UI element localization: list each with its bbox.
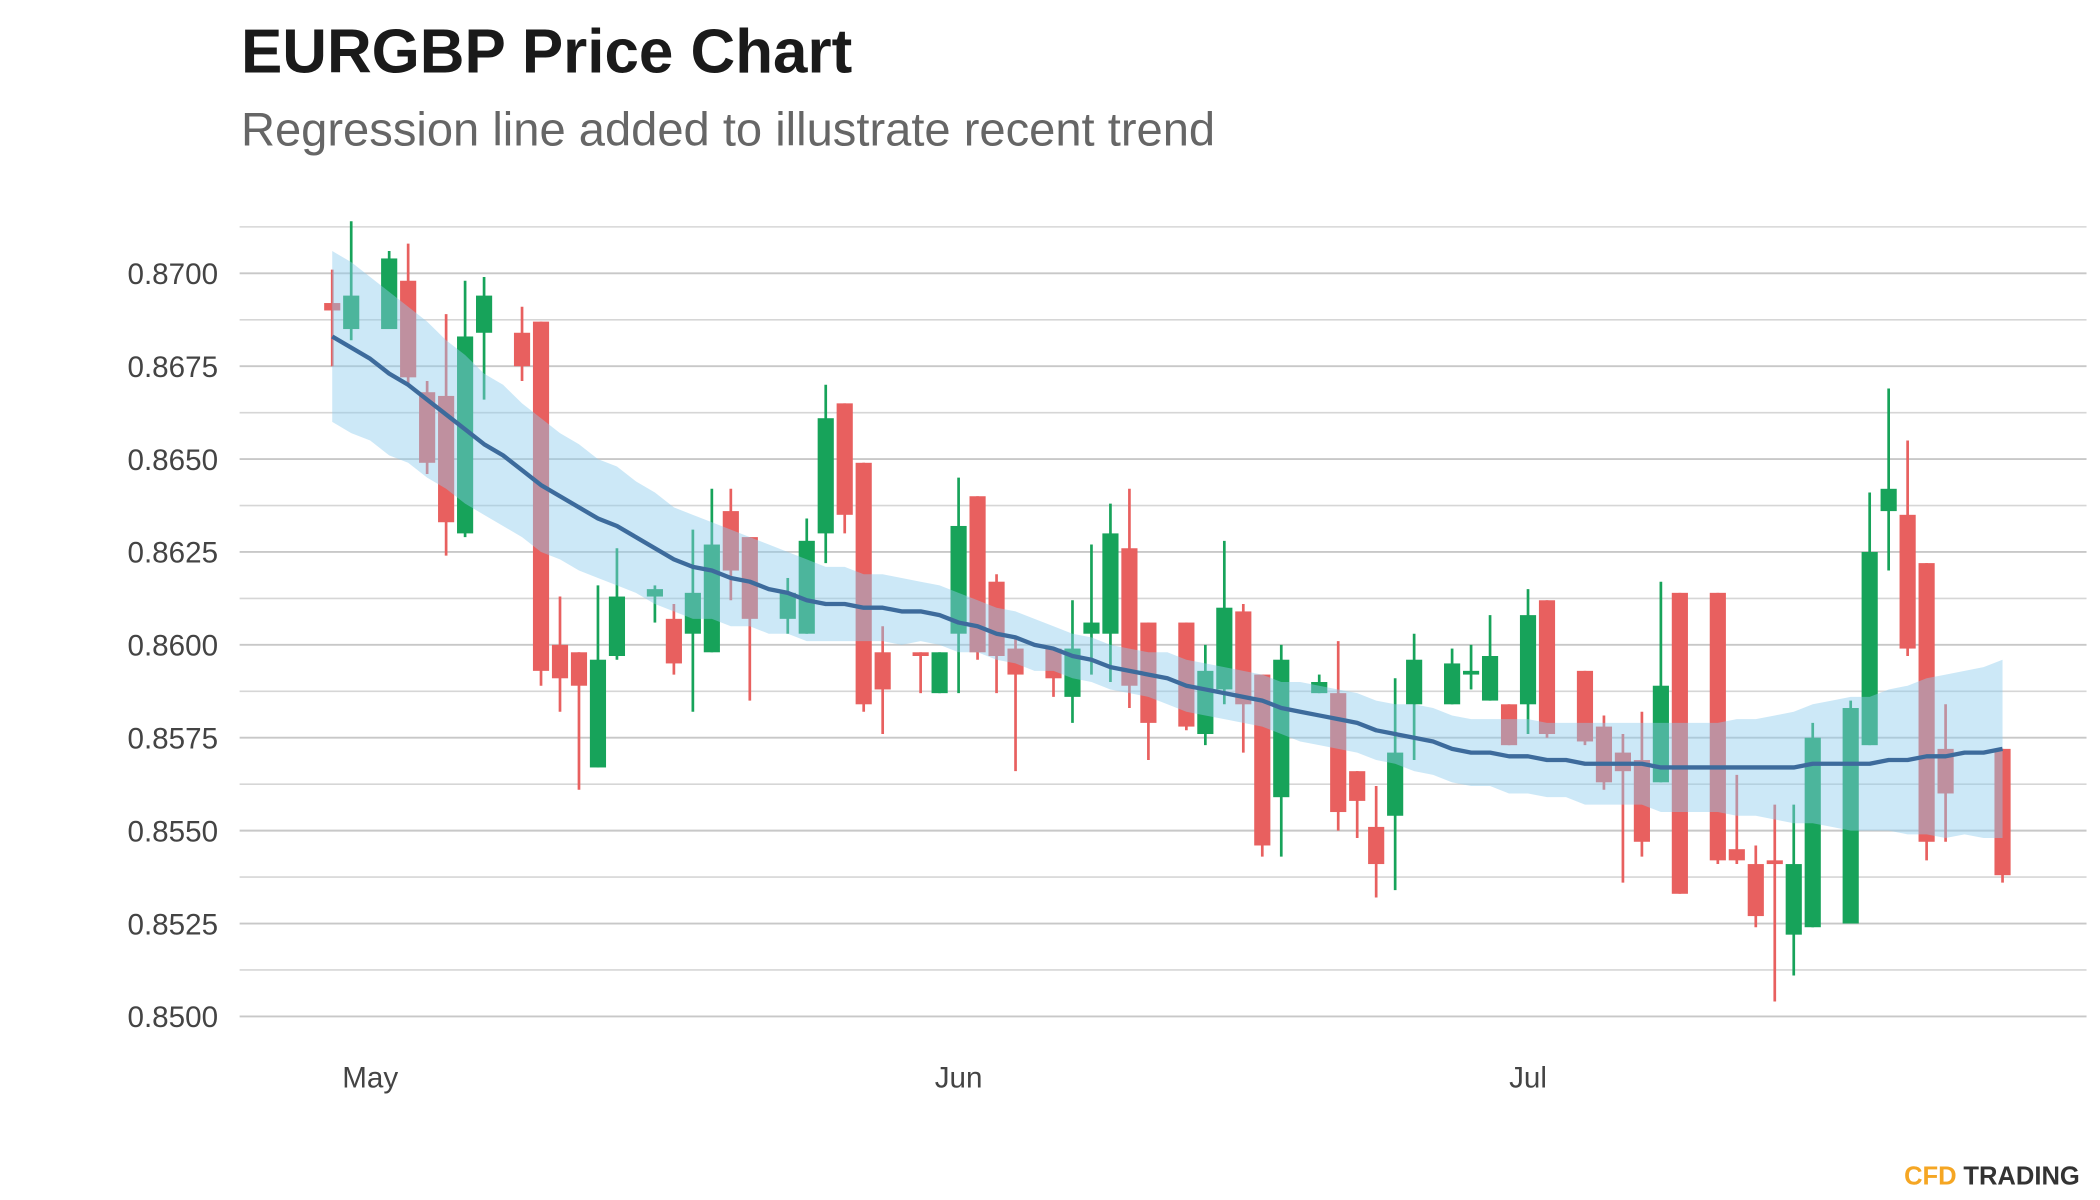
candle-body — [1766, 860, 1783, 865]
x-tick-label: May — [342, 1062, 398, 1095]
candle-body — [343, 295, 360, 330]
candle-body — [1045, 648, 1062, 679]
candle-body — [1709, 592, 1726, 861]
y-tick-label: 0.8700 — [127, 258, 218, 291]
candle-body — [798, 540, 815, 634]
candle-body — [1064, 648, 1081, 697]
candle-body — [1330, 693, 1347, 813]
candle-body — [1538, 600, 1556, 735]
x-tick-label: Jul — [1509, 1062, 1547, 1095]
y-tick-label: 0.8675 — [127, 351, 218, 384]
candle-body — [1368, 826, 1385, 865]
candle-body — [1595, 726, 1613, 783]
y-tick-label: 0.8525 — [127, 908, 218, 941]
candle-body — [931, 652, 948, 694]
candle-body — [1804, 737, 1821, 928]
x-tick-label: Jun — [935, 1062, 983, 1095]
candle-body — [1652, 685, 1669, 783]
y-tick-label: 0.8600 — [127, 630, 218, 663]
candle-body — [324, 303, 341, 311]
candle-body — [1481, 655, 1499, 701]
candle-body — [1444, 663, 1461, 705]
candle-body — [1937, 748, 1954, 794]
y-tick-label: 0.8550 — [127, 815, 218, 848]
candle-body — [438, 395, 455, 523]
candle-body — [1880, 488, 1897, 512]
candle-body — [665, 618, 682, 664]
candle-body — [741, 537, 758, 619]
candle-body — [1463, 670, 1480, 675]
axis-labels: 0.8500 0.8525 0.8550 0.8575 0.8600 0.8625 0.86… — [127, 258, 1546, 1095]
candle-body — [570, 652, 588, 686]
candle-body — [1121, 548, 1138, 686]
candle-body — [1785, 864, 1802, 935]
candle-body — [1576, 670, 1594, 742]
candle-body — [1387, 752, 1404, 816]
candle-body — [608, 596, 626, 656]
y-tick-label: 0.8575 — [127, 723, 218, 756]
candle-body — [1918, 563, 1935, 842]
candle-body — [1899, 514, 1916, 649]
candle-body — [646, 589, 663, 597]
candle-body — [912, 652, 929, 656]
candle-body — [1273, 659, 1290, 798]
candle-body — [1007, 648, 1024, 675]
candle-body — [1728, 849, 1745, 861]
candle-body — [1178, 622, 1195, 727]
chart-subtitle: Regression line added to illustrate rece… — [241, 102, 1215, 155]
candle-body — [1500, 704, 1518, 746]
candle-body — [1254, 674, 1271, 846]
candle-body — [1349, 771, 1366, 801]
candle-body — [551, 644, 569, 679]
candle-body — [988, 581, 1005, 656]
candle-body — [1747, 864, 1764, 917]
candle-body — [874, 652, 891, 690]
candle-body — [381, 258, 398, 330]
candle-body — [684, 592, 701, 634]
chart-title: EURGBP Price Chart — [241, 18, 852, 87]
candle-body — [855, 462, 872, 705]
logo-prefix: CFD — [1904, 1163, 1957, 1191]
candle-body — [1311, 682, 1328, 694]
candle-body — [1994, 748, 2011, 876]
candle-body — [779, 592, 796, 619]
candle-body — [457, 336, 474, 534]
regression-line — [331, 334, 2003, 770]
candle-body — [476, 295, 493, 333]
candle-body — [950, 525, 967, 634]
candle-body — [1216, 607, 1233, 690]
candle-body — [1102, 533, 1119, 634]
y-tick-label: 0.8500 — [127, 1001, 218, 1034]
logo: CFD TRADING — [1904, 1163, 2080, 1191]
y-tick-label: 0.8625 — [127, 537, 218, 570]
candle-body — [400, 280, 417, 378]
candle-body — [1633, 760, 1650, 842]
candles — [324, 221, 2011, 1002]
candle-body — [969, 496, 986, 653]
trend — [331, 251, 2003, 839]
candle-body — [589, 659, 607, 768]
candle-body — [532, 321, 550, 671]
candle-body — [1235, 611, 1252, 705]
candle-body — [722, 511, 739, 571]
candle-body — [817, 418, 834, 534]
candle-body — [836, 403, 853, 515]
candle-body — [1671, 592, 1688, 894]
candle-body — [1083, 622, 1100, 634]
logo-suffix: TRADING — [1963, 1163, 2079, 1191]
candle-body — [1406, 659, 1423, 705]
candle-body — [1519, 615, 1537, 705]
candle-body — [1861, 551, 1878, 746]
confidence-band — [332, 251, 2003, 839]
candle-body — [513, 332, 531, 367]
y-tick-label: 0.8650 — [127, 444, 218, 477]
candle-body — [419, 392, 436, 463]
